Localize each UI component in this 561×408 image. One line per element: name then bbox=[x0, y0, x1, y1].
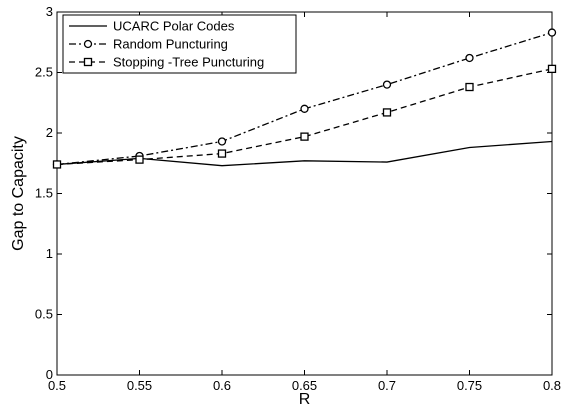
series-layer bbox=[52, 28, 557, 169]
legend-label: Stopping -Tree Puncturing bbox=[113, 55, 264, 70]
data-point-marker bbox=[465, 53, 474, 63]
x-tick-label: 0.55 bbox=[127, 378, 152, 393]
data-point-marker bbox=[217, 137, 227, 146]
data-point-marker bbox=[547, 64, 557, 74]
data-point-marker bbox=[300, 104, 309, 113]
y-tick-label: 0.5 bbox=[35, 307, 53, 322]
x-tick-label: 0.5 bbox=[48, 378, 66, 393]
data-point-marker bbox=[52, 160, 62, 169]
y-tick-label: 0 bbox=[46, 367, 53, 382]
x-tick-label: 0.75 bbox=[457, 378, 482, 393]
x-axis-label: R bbox=[299, 391, 311, 408]
series-stopping-tree-puncturing bbox=[52, 64, 557, 169]
data-point-marker bbox=[217, 149, 227, 158]
legend: UCARC Polar Codes Random Puncturing Stoppi… bbox=[62, 14, 297, 74]
legend-marker bbox=[83, 57, 93, 67]
data-point-marker bbox=[382, 108, 392, 117]
y-tick-label: 1 bbox=[46, 246, 53, 261]
y-tick-label: 1.5 bbox=[35, 186, 53, 201]
x-tick-label: 0.6 bbox=[213, 378, 231, 393]
axis-ticks: 0.5 0.55 0.6 0.65 0.7 0.75 0.800.511.522.53 bbox=[35, 4, 561, 393]
data-point-marker bbox=[547, 28, 557, 37]
data-point-marker bbox=[300, 132, 309, 141]
data-point-marker bbox=[465, 82, 474, 92]
y-tick-label: 2.5 bbox=[35, 65, 53, 80]
legend-marker bbox=[83, 39, 93, 49]
x-tick-label: 0.7 bbox=[378, 378, 396, 393]
legend-label: Random Puncturing bbox=[113, 37, 228, 52]
y-axis-label: Gap to Capacity bbox=[10, 136, 27, 251]
y-tick-label: 2 bbox=[46, 125, 53, 140]
data-point-marker bbox=[135, 155, 144, 164]
data-point-marker bbox=[382, 80, 392, 89]
x-tick-label: 0.65 bbox=[292, 378, 317, 393]
legend-label: UCARC Polar Codes bbox=[113, 19, 235, 34]
x-tick-label: 0.8 bbox=[543, 378, 561, 393]
y-tick-label: 3 bbox=[46, 4, 53, 19]
